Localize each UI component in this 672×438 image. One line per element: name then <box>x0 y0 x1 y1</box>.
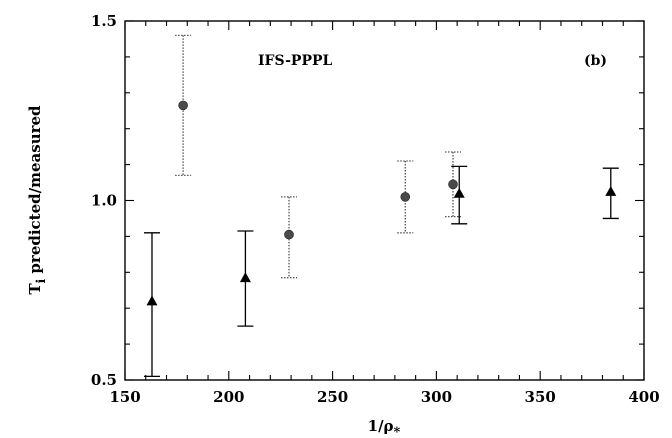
y-axis-title-main: T <box>26 283 44 295</box>
x-tick-label: 350 <box>525 388 556 406</box>
x-tick-label: 300 <box>421 388 452 406</box>
chart-title: IFS-PPPL <box>258 53 333 69</box>
y-axis-title-rest: predicted/measured <box>26 105 44 279</box>
axis-tick-labels: 150 200 250 300 350 400 0.5 1.0 1.5 <box>91 12 660 406</box>
data-point-triangle <box>605 186 617 196</box>
x-axis-title-main: 1/ρ <box>368 417 394 435</box>
x-tick-label: 150 <box>109 388 140 406</box>
panel-label: (b) <box>584 53 607 69</box>
y-axis-title: Ti predicted/measured <box>26 105 48 295</box>
data-point-triangle <box>453 187 465 198</box>
x-tick-label: 400 <box>628 388 659 406</box>
x-axis-title-subscript: * <box>394 425 401 438</box>
y-axis-title-subscript: i <box>34 278 48 283</box>
data-point-circle <box>178 100 188 111</box>
data-point-triangle <box>146 295 158 306</box>
data-point-triangle <box>239 272 251 283</box>
data-marks <box>143 34 619 378</box>
axis-ticks <box>124 20 645 381</box>
data-point-circle <box>400 192 411 202</box>
y-tick-label: 1.5 <box>91 12 117 30</box>
data-point-circle <box>284 229 294 240</box>
x-axis-title: 1/ρ* <box>368 417 401 438</box>
x-tick-label: 250 <box>317 388 348 406</box>
y-tick-label: 1.0 <box>91 192 117 210</box>
y-tick-label: 0.5 <box>91 371 117 389</box>
data-point-circle <box>448 179 458 190</box>
x-tick-label: 200 <box>213 388 244 406</box>
plot-frame <box>124 20 645 381</box>
